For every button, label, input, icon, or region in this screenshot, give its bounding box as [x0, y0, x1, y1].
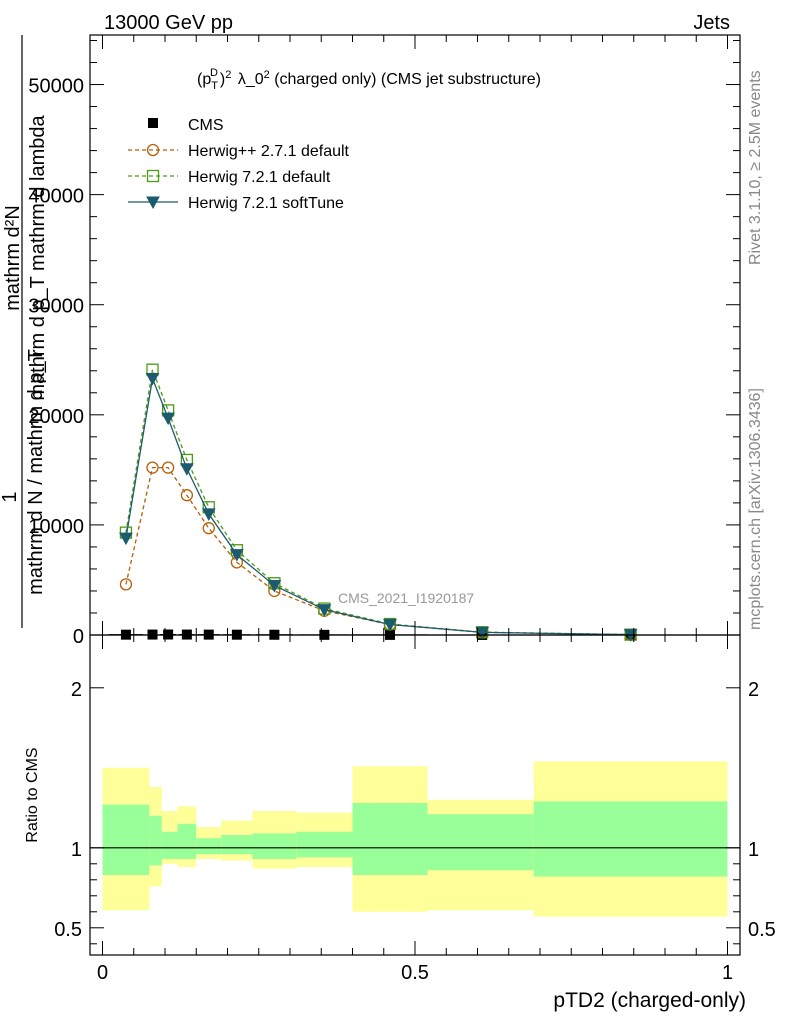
mc-point-circle: [119, 578, 133, 591]
ratio-y-tick-label: 1: [71, 839, 82, 861]
ratio-y-tick-label-right: 2: [748, 679, 759, 701]
mc-point-triangle: [146, 196, 160, 210]
ratio-y-tick-label-right: 1: [748, 839, 759, 861]
y-tick-label: 20000: [28, 406, 84, 428]
main-panel: 0 10000 20000 30000 40000 50000 (pTD)2 λ_02 (…: [0, 34, 741, 648]
plot-title: (pTD)2 λ_02 (charged only) (CMS jet subs…: [197, 67, 541, 92]
main-y-axis: 0 10000 20000 30000 40000 50000: [28, 40, 740, 648]
inner-uncertainty-band: [352, 803, 428, 875]
svg-text:mathrm d N / mathrm d p_T: mathrm d N / mathrm d p_T: [25, 349, 47, 595]
mc-point-circle: [202, 522, 215, 535]
mc-point-triangle: [230, 549, 244, 562]
mc-point-triangle: [201, 508, 216, 521]
collision-label: 13000 GeV pp: [104, 12, 233, 34]
mc-point-triangle: [317, 604, 332, 617]
rivet-version-label: Rivet 3.1.10, ≥ 2.5M events: [747, 70, 764, 265]
mc-series-lines: [119, 363, 638, 642]
mc-point-circle: [161, 461, 175, 474]
inner-uncertainty-band: [102, 804, 150, 875]
svg-text:1: 1: [0, 491, 21, 502]
x-tick-label: 0: [97, 962, 108, 984]
ratio-y-tick-label: 2: [71, 679, 82, 701]
inner-uncertainty-band: [196, 838, 222, 855]
mc-point-triangle: [161, 412, 175, 426]
y-tick-label: 30000: [28, 296, 84, 318]
ratio-y-tick-label-right: 0.5: [748, 919, 776, 941]
mc-point-triangle: [267, 579, 282, 593]
inner-uncertainty-band: [427, 814, 534, 871]
inner-uncertainty-band: [221, 835, 253, 855]
y-tick-label: 40000: [28, 186, 84, 208]
y-tick-label: 10000: [28, 516, 84, 538]
mc-point-triangle: [475, 626, 490, 640]
main-x-axis: [102, 35, 728, 635]
x-axis-label: pTD2 (charged-only): [553, 989, 746, 1012]
inner-uncertainty-band: [252, 833, 297, 859]
mc-point-circle: [146, 461, 159, 474]
legend-entry-label: Herwig 7.2.1 softTune: [188, 195, 344, 212]
legend-entry-label: Herwig 7.2.1 default: [188, 169, 331, 186]
mcplots-label: mcplots.cern.ch [arXiv:1306.3436]: [747, 388, 764, 630]
legend-marker: [148, 118, 158, 128]
y-tick-label: 0: [73, 626, 84, 648]
inner-uncertainty-band: [533, 801, 728, 877]
ratio-y-tick-label: 0.5: [54, 919, 82, 941]
mc-point-square: [146, 169, 160, 183]
ratio-y-axis-label: Ratio to CMS: [24, 747, 41, 842]
legend-entry-label: CMS: [188, 117, 224, 134]
mc-point-triangle: [180, 463, 194, 476]
ratio-panel: 0 0.5 1 0.5 0.5 1 1 2 2 Ratio to CMS pTD2 (charg…: [24, 634, 776, 1012]
legend-entry-label: Herwig++ 2.7.1 default: [188, 143, 350, 160]
analysis-watermark: CMS_2021_I1920187: [338, 590, 474, 606]
ratio-uncertainty-bands: [90, 761, 740, 917]
svg-text:mathrm d²N: mathrm d²N: [2, 205, 24, 311]
mc-point-triangle: [145, 372, 160, 386]
mc-point-triangle: [119, 532, 133, 546]
ratio-axes: 0 0.5 1 0.5 0.5 1 1 2 2: [54, 635, 776, 984]
main-y-axis-label: mathrm d²N mathrm d p_T mathrm d lambda …: [0, 35, 49, 628]
svg-text:mathrm d p_T mathrm d lambda: mathrm d p_T mathrm d lambda: [27, 114, 49, 400]
mc-point-triangle: [383, 619, 397, 632]
inner-uncertainty-band: [149, 815, 162, 866]
x-tick-label: 0.5: [401, 962, 429, 984]
category-label: Jets: [693, 12, 730, 34]
inner-uncertainty-band: [296, 831, 353, 858]
mc-point-circle: [146, 143, 160, 157]
inner-uncertainty-band: [161, 831, 178, 859]
inner-uncertainty-band: [177, 823, 197, 859]
legend: CMS Herwig++ 2.7.1 default Herwig 7.2.1 de…: [128, 117, 350, 212]
y-tick-label: 50000: [28, 76, 84, 98]
mc-point-circle: [180, 489, 194, 502]
x-tick-label: 1: [722, 962, 733, 984]
